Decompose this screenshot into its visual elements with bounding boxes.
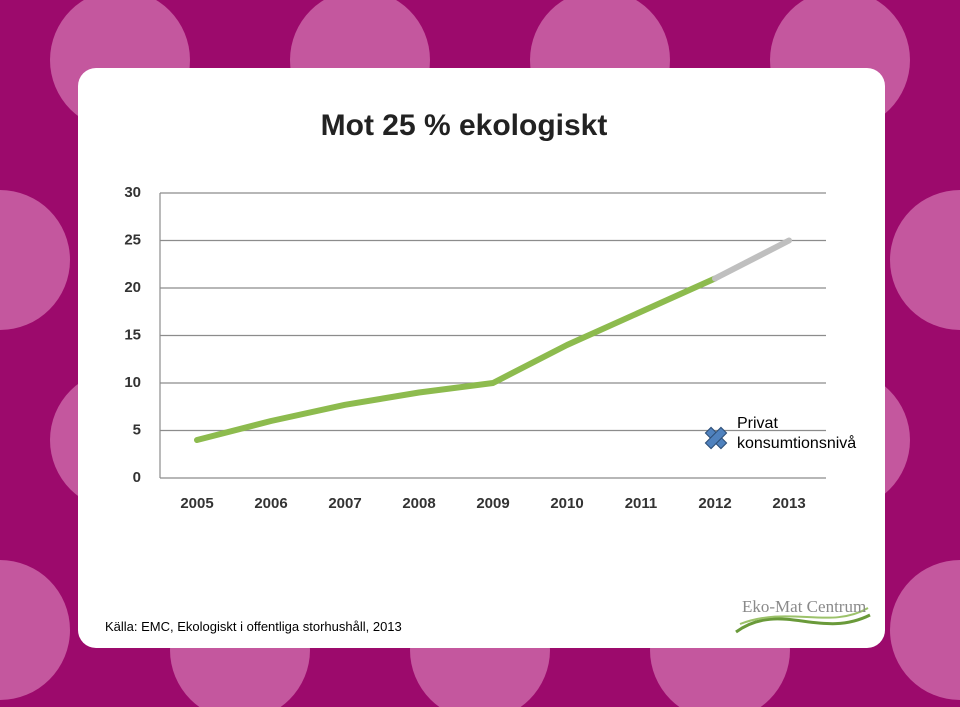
y-tick-label: 20 xyxy=(124,279,141,296)
x-tick-label: 2010 xyxy=(550,495,583,512)
x-tick-label: 2013 xyxy=(772,495,805,512)
x-tick-label: 2008 xyxy=(402,495,435,512)
logo-swoosh xyxy=(735,613,871,634)
card xyxy=(78,68,885,648)
x-tick-label: 2009 xyxy=(476,495,509,512)
y-tick-label: 0 xyxy=(133,469,141,486)
x-tick-label: 2006 xyxy=(254,495,287,512)
x-tick-label: 2007 xyxy=(328,495,361,512)
y-tick-label: 10 xyxy=(124,374,141,391)
chart-title: Mot 25 % ekologiskt xyxy=(321,109,608,142)
legend-marker-part xyxy=(704,426,728,450)
logo: Eko-Mat Centrum xyxy=(742,597,867,616)
legend-marker xyxy=(704,426,728,450)
line xyxy=(712,237,792,282)
x-tick-label: 2012 xyxy=(698,495,731,512)
y-tick-label: 30 xyxy=(124,184,141,201)
line xyxy=(194,275,718,443)
source: Källa: EMC, Ekologiskt i offentliga stor… xyxy=(105,619,402,634)
x-tick-label: 2011 xyxy=(625,495,658,512)
x-tick-label: 2005 xyxy=(180,495,213,512)
y-tick-label: 15 xyxy=(124,326,141,343)
logo-swoosh xyxy=(739,607,869,625)
y-tick-label: 5 xyxy=(133,421,141,438)
y-tick-label: 25 xyxy=(124,231,141,248)
legend-label: Privat konsumtionsnivå xyxy=(737,415,857,452)
